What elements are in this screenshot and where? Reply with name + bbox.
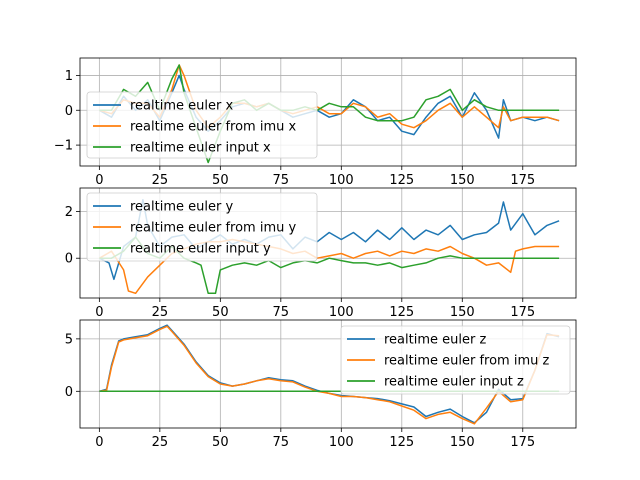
x-tick-label: 125 [389,173,414,188]
legend-label-2: realtime euler from imu x [130,120,296,135]
x-tick-label: 50 [212,435,229,450]
series-line-1 [99,74,560,139]
legend-label-3: realtime euler input z [384,375,524,390]
x-tick-label: 150 [450,173,475,188]
x-tick-label: 100 [329,305,354,320]
y-tick-label: 5 [65,332,73,347]
series-line-2 [99,325,560,425]
x-tick-label: 175 [510,173,535,188]
x-tick-label: 125 [389,305,414,320]
x-tick-label: 0 [95,305,103,320]
y-tick-label: 0 [65,104,73,119]
axes-frame [79,187,577,299]
legend-frame [86,91,318,159]
legend: realtime euler x realtime euler from imu … [86,91,318,159]
x-tick-label: 50 [212,173,229,188]
y-tick-label: −1 [54,139,73,154]
x-tick-label: 25 [152,435,169,450]
x-tick-label: 0 [95,435,103,450]
x-tick-label: 75 [273,305,290,320]
y-tick-label: 2 [65,205,73,220]
legend-frame [86,192,318,262]
x-tick-label: 100 [329,173,354,188]
series-line-3 [99,64,560,164]
x-tick-label: 50 [212,305,229,320]
legend-label-2: realtime euler from imu y [130,221,296,236]
x-tick-label: 175 [510,305,535,320]
x-tick-label: 75 [273,435,290,450]
legend-label-1: realtime euler y [130,200,233,215]
x-tick-label: 150 [450,305,475,320]
x-tick-label: 25 [152,305,169,320]
x-tick-label: 125 [389,435,414,450]
x-tick-label: 175 [510,435,535,450]
x-tick-label: 0 [95,173,103,188]
y-tick-label: 1 [65,69,73,84]
x-tick-label: 25 [152,173,169,188]
legend-label-2: realtime euler from imu z [384,354,549,369]
legend-frame [340,325,571,395]
x-tick-label: 100 [329,435,354,450]
legend-label-3: realtime euler input y [130,242,271,257]
legend: realtime euler z realtime euler from imu … [340,325,571,395]
y-tick-label: 0 [65,252,73,267]
x-tick-label: 75 [273,173,290,188]
legend: realtime euler y realtime euler from imu … [86,192,318,262]
legend-label-3: realtime euler input x [130,141,271,156]
axes-frame [79,57,577,167]
x-tick-label: 150 [450,435,475,450]
legend-label-1: realtime euler z [384,333,486,348]
axes-frame [79,319,577,429]
legend-label-1: realtime euler x [130,99,233,114]
y-tick-label: 0 [65,385,73,400]
series-line-2 [99,64,560,129]
